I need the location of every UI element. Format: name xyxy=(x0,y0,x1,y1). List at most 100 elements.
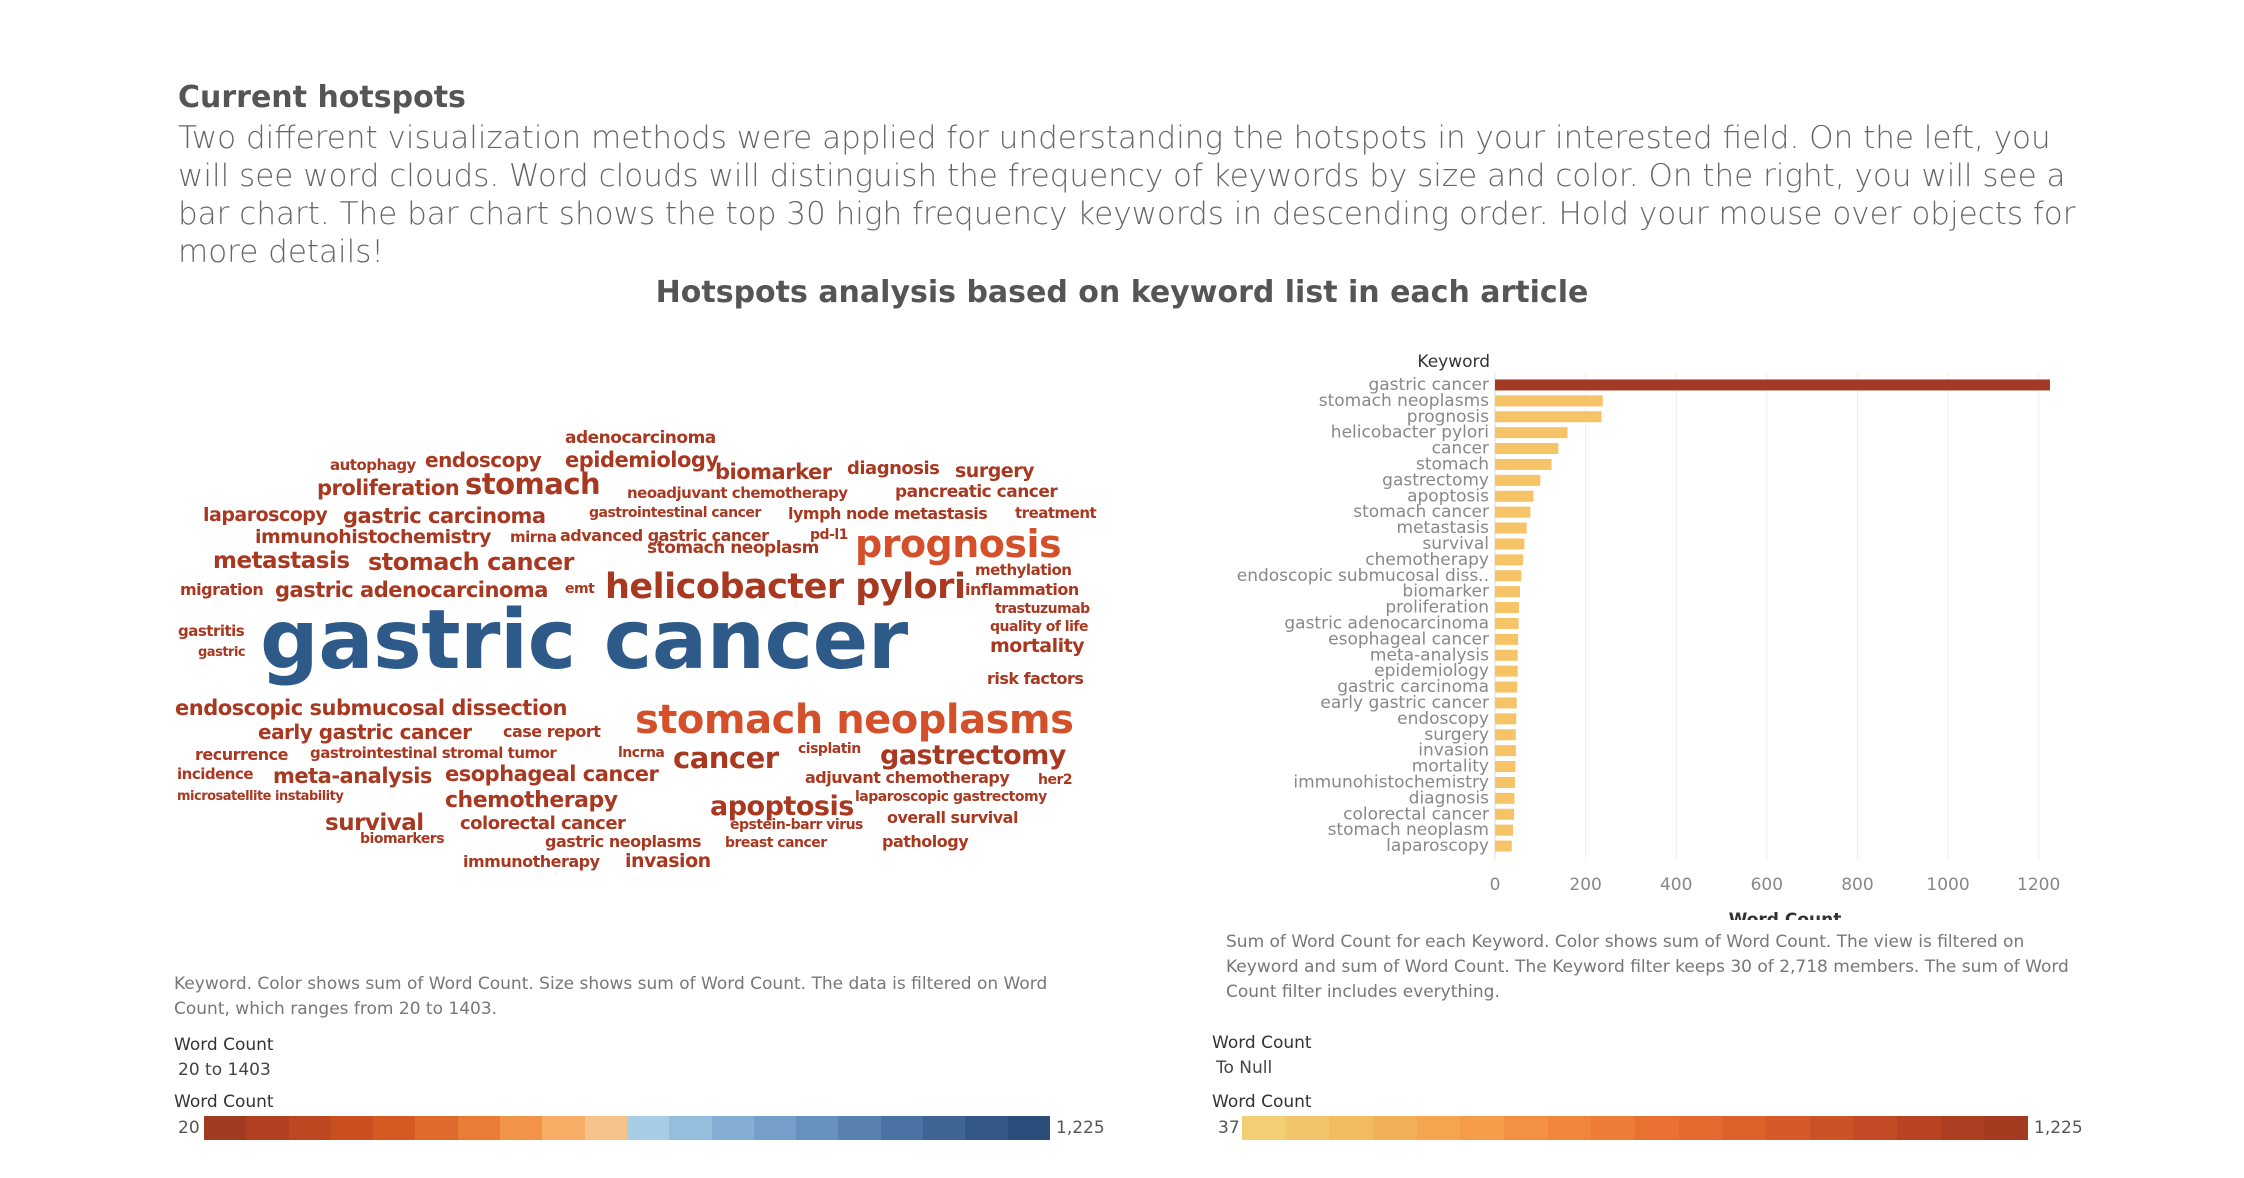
word-cloud-word[interactable]: overall survival xyxy=(887,808,1018,827)
bar[interactable] xyxy=(1495,824,1514,836)
bar[interactable] xyxy=(1495,443,1559,455)
word-cloud-word[interactable]: trastuzumab xyxy=(995,601,1090,617)
word-cloud-word[interactable]: lncrna xyxy=(618,745,665,761)
bar-filter-value[interactable]: To Null xyxy=(1216,1058,1273,1078)
word-cloud-word[interactable]: migration xyxy=(180,580,264,599)
word-cloud-word[interactable]: lymph node metastasis xyxy=(788,504,988,523)
word-cloud-word[interactable]: advanced gastric cancer xyxy=(560,526,769,545)
word-cloud-word[interactable]: pancreatic cancer xyxy=(895,482,1058,502)
bar[interactable] xyxy=(1495,792,1515,804)
word-cloud-word[interactable]: methylation xyxy=(975,561,1072,579)
word-cloud-word[interactable]: stomach xyxy=(465,467,601,501)
bar[interactable] xyxy=(1495,522,1527,534)
word-cloud-word[interactable]: gastric xyxy=(198,645,246,660)
bar[interactable] xyxy=(1495,506,1531,518)
word-cloud-word[interactable]: cancer xyxy=(673,741,779,775)
word-cloud-word[interactable]: recurrence xyxy=(195,745,288,764)
word-cloud-word[interactable]: epidemiology xyxy=(565,448,719,472)
word-cloud-word[interactable]: incidence xyxy=(177,765,254,783)
bar[interactable] xyxy=(1495,490,1534,502)
bar[interactable] xyxy=(1495,554,1524,566)
bar[interactable] xyxy=(1495,586,1520,598)
word-cloud-word[interactable]: pd-l1 xyxy=(810,527,848,543)
word-cloud-word[interactable]: microsatellite instability xyxy=(177,789,344,804)
word-cloud-filter-value[interactable]: 20 to 1403 xyxy=(178,1060,271,1080)
word-cloud-word[interactable]: colorectal cancer xyxy=(460,813,626,834)
bar[interactable] xyxy=(1495,411,1602,423)
word-cloud-word[interactable]: neoadjuvant chemotherapy xyxy=(627,484,848,502)
word-cloud-word[interactable]: stomach cancer xyxy=(368,548,574,576)
word-cloud-word[interactable]: risk factors xyxy=(987,669,1084,688)
word-cloud-word[interactable]: gastric neoplasms xyxy=(545,832,702,851)
bar[interactable] xyxy=(1495,633,1519,645)
word-cloud-word[interactable]: esophageal cancer xyxy=(445,762,659,786)
bar[interactable] xyxy=(1495,713,1517,725)
word-cloud-word[interactable]: biomarkers xyxy=(360,831,445,847)
word-cloud-word[interactable]: treatment xyxy=(1015,504,1097,522)
word-cloud-word[interactable]: apoptosis xyxy=(710,791,854,822)
word-cloud-word[interactable]: epstein-barr virus xyxy=(730,817,863,833)
word-cloud-word[interactable]: gastrectomy xyxy=(880,740,1066,771)
word-cloud-word[interactable]: emt xyxy=(565,581,595,597)
word-cloud-word[interactable]: prognosis xyxy=(855,522,1062,566)
bar[interactable] xyxy=(1495,761,1516,773)
word-cloud-word[interactable]: gastrointestinal stromal tumor xyxy=(310,744,557,762)
bar[interactable] xyxy=(1495,681,1518,693)
bar[interactable] xyxy=(1495,649,1518,661)
word-cloud-word[interactable]: helicobacter pylori xyxy=(605,567,966,607)
word-cloud-word[interactable]: endoscopic submucosal dissection xyxy=(175,696,567,720)
word-cloud-word[interactable]: surgery xyxy=(955,460,1034,482)
word-cloud-word[interactable]: gastrointestinal cancer xyxy=(589,505,761,521)
word-cloud-word[interactable]: mirna xyxy=(510,528,557,546)
word-cloud-word[interactable]: cisplatin xyxy=(798,741,861,757)
bar[interactable] xyxy=(1495,617,1519,629)
word-cloud-word[interactable]: meta-analysis xyxy=(273,764,432,788)
word-cloud-word[interactable]: breast cancer xyxy=(725,835,827,851)
word-cloud-word[interactable]: autophagy xyxy=(330,456,416,474)
bar[interactable] xyxy=(1495,395,1603,407)
word-cloud[interactable]: gastric cancer stomach neoplasms prognosis… xyxy=(165,420,1115,890)
word-cloud-word[interactable]: stomach neoplasm xyxy=(647,538,819,558)
bar[interactable] xyxy=(1495,458,1552,470)
bar[interactable] xyxy=(1495,729,1516,741)
word-cloud-word[interactable]: her2 xyxy=(1038,772,1073,788)
word-cloud-word[interactable]: inflammation xyxy=(965,580,1079,599)
word-cloud-word[interactable]: biomarker xyxy=(715,460,832,484)
bar[interactable] xyxy=(1495,665,1518,677)
word-cloud-word[interactable]: laparoscopic gastrectomy xyxy=(855,789,1047,805)
word-cloud-word[interactable]: immunohistochemistry xyxy=(255,526,491,548)
word-cloud-word[interactable]: quality of life xyxy=(990,619,1089,635)
word-cloud-word[interactable]: gastric cancer xyxy=(260,593,908,688)
word-cloud-word[interactable]: adjuvant chemotherapy xyxy=(805,768,1010,787)
word-cloud-word[interactable]: survival xyxy=(325,810,424,836)
bar[interactable] xyxy=(1495,840,1512,852)
word-cloud-word[interactable]: gastritis xyxy=(178,622,245,640)
word-cloud-word[interactable]: stomach neoplasms xyxy=(635,697,1074,743)
word-cloud-word[interactable]: gastric carcinoma xyxy=(343,504,546,528)
word-cloud-word[interactable]: case report xyxy=(503,722,601,741)
word-cloud-word[interactable]: adenocarcinoma xyxy=(565,428,716,448)
word-cloud-word[interactable]: chemotherapy xyxy=(445,788,618,813)
word-cloud-word[interactable]: gastric adenocarcinoma xyxy=(275,578,548,602)
bar[interactable] xyxy=(1495,602,1520,614)
bar[interactable] xyxy=(1495,697,1517,709)
bar[interactable] xyxy=(1495,776,1515,788)
word-cloud-word[interactable]: proliferation xyxy=(317,476,460,500)
bar[interactable] xyxy=(1495,474,1541,486)
word-cloud-word[interactable]: pathology xyxy=(882,832,969,851)
bar[interactable] xyxy=(1495,808,1515,820)
word-cloud-word[interactable]: metastasis xyxy=(213,548,350,574)
word-cloud-word[interactable]: immunotherapy xyxy=(463,852,600,871)
bar[interactable] xyxy=(1495,570,1522,582)
bar[interactable] xyxy=(1495,538,1525,550)
word-cloud-word[interactable]: endoscopy xyxy=(425,448,542,472)
bar[interactable] xyxy=(1495,379,2050,391)
word-cloud-word[interactable]: mortality xyxy=(990,635,1085,657)
bar[interactable] xyxy=(1495,427,1568,439)
word-cloud-word[interactable]: laparoscopy xyxy=(203,504,328,526)
word-cloud-word[interactable]: diagnosis xyxy=(847,458,940,479)
word-cloud-word[interactable]: early gastric cancer xyxy=(258,720,472,744)
bar[interactable] xyxy=(1495,745,1516,757)
word-cloud-word[interactable]: invasion xyxy=(625,850,711,872)
